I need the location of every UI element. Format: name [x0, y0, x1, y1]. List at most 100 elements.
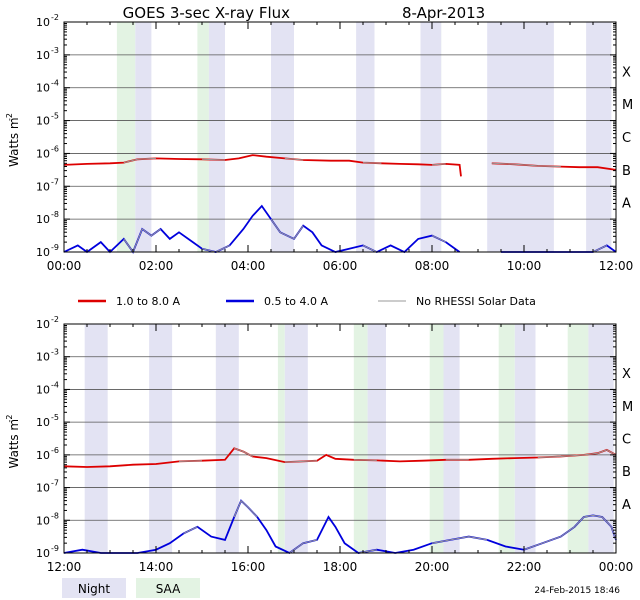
- legend-label: No RHESSI Solar Data: [416, 295, 536, 308]
- y-tick-label: 10: [36, 180, 50, 193]
- y-tick-exponent: -5: [51, 112, 59, 121]
- y-tick-label: 10: [36, 449, 50, 462]
- y-tick-label: 10: [36, 49, 50, 62]
- y-axis-label: Watts m: [7, 419, 21, 469]
- y-tick-exponent: -5: [51, 413, 59, 422]
- night-band: [284, 324, 308, 553]
- no-rhessi-segment: [123, 228, 161, 254]
- y-tick-label: 10: [36, 514, 50, 527]
- flare-class-label: X: [622, 367, 631, 382]
- y-tick-exponent: -4: [51, 380, 59, 389]
- y-tick-exponent: -6: [51, 144, 59, 153]
- y-tick-label: 10: [36, 351, 50, 364]
- saa-band: [197, 22, 209, 252]
- flare-class-label: M: [622, 98, 633, 113]
- chart-date: 8-Apr-2013: [402, 4, 485, 22]
- y-tick-exponent: -9: [51, 544, 59, 553]
- x-tick-label: 00:00: [47, 259, 82, 273]
- no-rhessi-segment: [537, 449, 617, 458]
- band-legend-swatch: [136, 578, 200, 598]
- night-band: [149, 324, 173, 553]
- y-tick-exponent: -2: [51, 13, 59, 22]
- saa-band: [277, 324, 285, 553]
- band-legend-swatch: [62, 578, 126, 598]
- y-tick-exponent: -4: [51, 79, 59, 88]
- panel-morning: 10-910-810-710-610-510-410-310 -2ABCMX00:…: [5, 13, 633, 273]
- y-axis-label-exponent: -2: [5, 415, 14, 423]
- flare-class-label: B: [622, 164, 631, 179]
- y-tick-exponent: -8: [51, 511, 59, 520]
- y-tick-exponent: -8: [51, 210, 59, 219]
- y-tick-label: 10: [36, 383, 50, 396]
- y-tick-exponent: -9: [51, 243, 59, 252]
- no-rhessi-segment: [362, 244, 378, 253]
- no-rhessi-segment: [592, 244, 608, 253]
- y-tick-exponent: -3: [51, 46, 59, 55]
- no-rhessi-segment: [353, 459, 377, 461]
- night-band: [84, 324, 108, 553]
- flare-class-label: M: [622, 400, 633, 415]
- saa-band: [498, 324, 515, 553]
- legend: 1.0 to 8.0 A 0.5 to 4.0 A No RHESSI Solar …: [78, 295, 536, 308]
- y-tick-label: 10: [36, 482, 50, 495]
- saa-band: [353, 324, 368, 553]
- band-legend-label: Night: [78, 582, 111, 596]
- y-tick-label: 10: [36, 246, 50, 259]
- flare-class-label: X: [622, 65, 631, 80]
- saa-band: [429, 324, 444, 553]
- x-tick-label: 08:00: [415, 259, 450, 273]
- saa-band: [567, 324, 589, 553]
- no-rhessi-segment: [183, 526, 198, 534]
- y-tick-exponent: -3: [51, 348, 59, 357]
- night-band: [487, 22, 554, 252]
- night-band: [586, 22, 612, 252]
- y-tick-exponent: -7: [51, 177, 59, 186]
- night-band: [443, 324, 460, 553]
- no-rhessi-segment: [358, 549, 377, 554]
- night-band: [271, 22, 294, 252]
- no-rhessi-segment: [431, 163, 446, 166]
- night-band: [215, 324, 239, 553]
- night-band: [514, 324, 536, 553]
- flare-class-label: C: [622, 131, 631, 146]
- x-tick-label: 12:00: [47, 560, 82, 574]
- x-tick-label: 10:00: [507, 259, 542, 273]
- night-band: [356, 22, 375, 252]
- flare-class-label: C: [622, 433, 631, 448]
- y-tick-exponent: -2: [51, 315, 59, 324]
- no-rhessi-segment: [123, 157, 157, 164]
- no-rhessi-segment: [431, 536, 488, 544]
- x-tick-label: 00:00: [599, 560, 634, 574]
- x-tick-label: 12:00: [599, 259, 634, 273]
- x-tick-label: 04:00: [231, 259, 266, 273]
- y-tick-label: 10: [36, 213, 50, 226]
- x-tick-label: 22:00: [507, 560, 542, 574]
- y-axis-label-exponent: -2: [5, 113, 14, 121]
- x-tick-label: 14:00: [139, 560, 174, 574]
- no-rhessi-segment: [491, 162, 561, 168]
- no-rhessi-segment: [431, 235, 447, 243]
- x-tick-label: 02:00: [139, 259, 174, 273]
- no-rhessi-segment: [234, 447, 253, 457]
- night-band: [420, 22, 442, 252]
- panel-afternoon: 10-910-810-710-610-510-410-310 -2ABCMX12:…: [5, 315, 633, 574]
- y-tick-label: 10: [36, 82, 50, 95]
- y-tick-label: 10: [36, 416, 50, 429]
- no-rhessi-segment: [201, 158, 226, 161]
- band-legend: Night SAA: [62, 578, 200, 598]
- x-tick-label: 16:00: [231, 560, 266, 574]
- legend-label: 1.0 to 8.0 A: [116, 295, 181, 308]
- y-tick-exponent: -6: [51, 446, 59, 455]
- night-band: [588, 324, 614, 553]
- no-rhessi-segment: [289, 539, 318, 554]
- saa-band: [116, 22, 136, 252]
- no-rhessi-segment: [178, 460, 203, 462]
- y-tick-label: 10: [36, 16, 50, 29]
- no-rhessi-segment: [233, 499, 258, 518]
- footer-timestamp: 24-Feb-2015 18:46: [534, 586, 620, 596]
- y-tick-exponent: -7: [51, 479, 59, 488]
- no-rhessi-segment: [362, 162, 382, 164]
- x-tick-label: 18:00: [323, 560, 358, 574]
- flare-class-label: A: [622, 197, 631, 212]
- legend-label: 0.5 to 4.0 A: [264, 295, 329, 308]
